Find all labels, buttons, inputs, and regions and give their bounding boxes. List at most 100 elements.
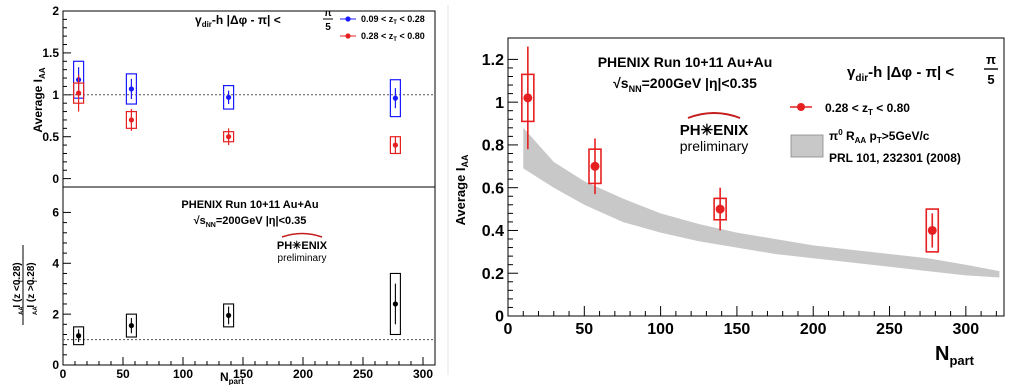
systematic-box <box>389 79 401 118</box>
panel-bottom-left: 0 2 4 6 0 50 100 150 200 250 300 I (z <0.28) I (z… <box>12 186 436 385</box>
y-tick-label: 0 <box>52 172 59 186</box>
x-tick-label: 0 <box>60 367 67 381</box>
y-tick-label: 6 <box>52 206 59 220</box>
x-tick-label: 50 <box>575 321 593 338</box>
data-point <box>927 225 937 235</box>
y-axis-ticks-top-left: 0 0.5 1 1.5 2 <box>42 4 71 186</box>
x-tick-label: 250 <box>876 321 903 338</box>
ylabel-denominator: I (z >0.28) <box>26 262 37 307</box>
data-point <box>392 142 398 148</box>
y-tick-label: 1 <box>495 95 504 112</box>
y-tick-label: 0.6 <box>482 180 504 197</box>
x-tick-label: 200 <box>800 321 827 338</box>
legend-marker-red-right <box>797 103 805 111</box>
logo-arc-right <box>687 112 741 119</box>
x-tick-label: 100 <box>647 321 674 338</box>
data-point <box>226 312 232 319</box>
ylabel-top-left: Average IAA <box>31 67 47 132</box>
logo-text-right: PH✳ENIX <box>680 122 748 139</box>
annotation-run-bottom-left: PHENIX Run 10+11 Au+Au <box>181 199 318 211</box>
data-points-right <box>521 46 940 253</box>
data-point <box>715 204 725 214</box>
logo-text: PH✳ENIX <box>277 240 328 252</box>
y-tick-label: 2 <box>52 4 59 18</box>
y-tick-label: 1.5 <box>42 46 59 60</box>
y-tick-label: 4 <box>52 256 59 270</box>
systematic-box <box>223 84 235 110</box>
y-tick-label: 0.4 <box>482 223 504 240</box>
ylabel-right: Average IAA <box>453 154 470 226</box>
x-tick-label: 150 <box>233 367 253 381</box>
data-point <box>590 161 600 171</box>
logo-preliminary-right: preliminary <box>680 138 748 154</box>
y-axis-ticks-right: 0 0.2 0.4 0.6 0.8 1 1.2 <box>482 52 518 326</box>
legend-top-left: 0.09 < zT < 0.28 0.28 < zT < 0.80 <box>340 14 425 43</box>
legend-label-blue: 0.09 < zT < 0.28 <box>361 14 425 26</box>
y-tick-label: 1.2 <box>482 52 504 69</box>
legend-band-label-line2: PRL 101, 232301 (2008) <box>829 151 961 165</box>
systematic-box <box>223 303 235 328</box>
panel-top-left: 00.511.52 Average IAA γdir-h |Δφ - π| < … <box>31 4 436 188</box>
annotation-energy-right: √sNN=200GeV |η|<0.35 <box>613 75 757 94</box>
y-tick-label: 1 <box>52 88 59 102</box>
x-tick-label: 300 <box>952 321 979 338</box>
legend-label-red-right: 0.28 < zT < 0.80 <box>825 101 910 117</box>
y-tick-label: 0 <box>495 309 504 326</box>
systematic-box <box>73 326 85 346</box>
legend-marker-blue <box>345 16 351 22</box>
systematic-box <box>389 272 401 336</box>
y-tick-label: 0.2 <box>482 266 504 283</box>
title-frac-num-right: π <box>986 52 996 67</box>
x-tick-label: 150 <box>724 321 751 338</box>
phenix-logo-bottom-left: PH✳ENIX preliminary <box>277 232 328 264</box>
y-tick-label: 0.8 <box>482 138 504 155</box>
data-point <box>392 301 398 307</box>
data-point <box>128 86 134 92</box>
pi0-raa-band <box>523 127 1000 278</box>
logo-preliminary: preliminary <box>278 253 327 264</box>
systematic-box <box>925 208 940 253</box>
frame-bottom-left <box>62 186 436 366</box>
x-tick-label: 300 <box>413 367 433 381</box>
x-tick-label: 0 <box>504 321 513 338</box>
data-point <box>523 93 533 103</box>
data-point <box>128 117 134 123</box>
title-frac-num-top-left: π <box>324 8 332 19</box>
legend-band-label-line1: π0 RAA pT>5GeV/c <box>829 128 930 145</box>
ylabel-sub-t-num: T <box>19 279 25 283</box>
x-axis-ticks-bottom-left: 0 50 100 150 200 250 300 <box>60 357 433 381</box>
x-tick-label: 50 <box>116 367 130 381</box>
systematic-box <box>125 73 138 105</box>
title-top-left: γdir-h |Δφ - π| < <box>195 13 281 29</box>
xlabel-right: Npart <box>935 343 975 368</box>
x-axis-ticks-right: 0 50 100 150 200 250 300 <box>504 306 997 338</box>
data-point <box>76 333 82 339</box>
xlabel-bottom-left: Npart <box>220 370 244 385</box>
y-tick-label: 2 <box>52 307 59 321</box>
ylabel-bottom-left: I (z <0.28) I (z >0.28) AA AA T T <box>12 245 39 325</box>
y-axis-ticks-bottom-left: 0 2 4 6 <box>52 206 71 372</box>
data-points-top-left <box>72 60 401 155</box>
title-right: γdir-h |Δφ - π| < <box>847 64 954 84</box>
title-frac-den-top-left: 5 <box>325 22 331 33</box>
x-tick-label: 100 <box>173 367 193 381</box>
ylabel-sub-t-den: T <box>33 279 39 283</box>
panel-right: 0 0.2 0.4 0.6 0.8 1 1.2 0 50 100 150 200 250 300 Ave… <box>453 37 1005 368</box>
title-frac-den-right: 5 <box>987 72 994 87</box>
y-tick-label: 0.5 <box>42 130 59 144</box>
phenix-logo-right: PH✳ENIX preliminary <box>680 112 748 154</box>
x-tick-label: 200 <box>293 367 313 381</box>
ylabel-sub-aa-den: AA <box>33 306 39 315</box>
frame-right <box>507 37 1005 317</box>
data-point <box>226 134 232 140</box>
ylabel-sub-aa-num: AA <box>19 306 25 315</box>
x-tick-label: 250 <box>353 367 373 381</box>
annotation-energy-bottom-left: √sNN=200GeV |η|<0.35 <box>194 215 307 229</box>
annotation-run-right: PHENIX Run 10+11 Au+Au <box>598 54 773 70</box>
data-point <box>76 90 82 96</box>
data-points-bottom-left <box>73 272 401 346</box>
y-tick-label: 0 <box>52 358 59 372</box>
legend-band-swatch <box>790 134 824 158</box>
legend-label-red: 0.28 < zT < 0.80 <box>361 31 425 43</box>
